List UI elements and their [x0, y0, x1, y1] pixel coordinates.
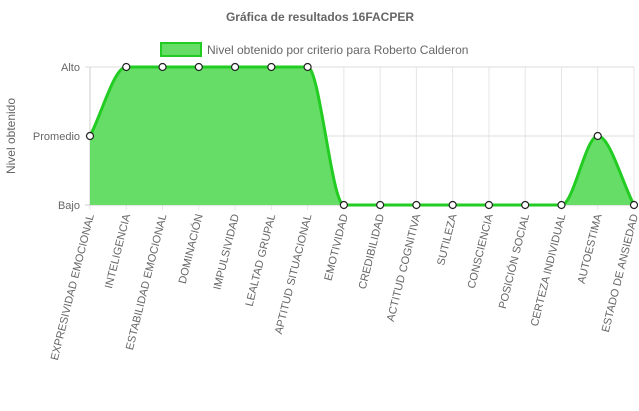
data-point[interactable]: [267, 62, 276, 72]
y-tick-label: Bajo: [58, 200, 80, 212]
data-points: [85, 62, 639, 210]
x-tick-label: CERTEZA INDIVIDUAL: [529, 213, 569, 328]
x-tick-label: IMPULSIVIDAD: [212, 213, 242, 291]
data-point[interactable]: [158, 62, 167, 72]
data-point[interactable]: [593, 131, 602, 141]
data-point[interactable]: [122, 62, 131, 72]
data-point[interactable]: [230, 62, 240, 72]
x-tick-label: CONSCIENCIA: [466, 212, 496, 290]
data-point[interactable]: [484, 200, 494, 210]
x-tick-label: POSICIÓN SOCIAL: [496, 213, 532, 310]
x-tick-label: DOMINACIÓN: [176, 213, 206, 286]
x-tick-label: CREDIBILIDAD: [357, 213, 387, 291]
data-point[interactable]: [448, 200, 457, 210]
data-point[interactable]: [339, 200, 348, 210]
x-tick-label: LEALTAD GRUPAL: [244, 213, 279, 308]
data-point[interactable]: [629, 200, 639, 210]
data-point[interactable]: [194, 62, 203, 72]
x-tick-label: AUTOESTIMA: [576, 212, 605, 285]
series-area: [90, 67, 634, 205]
x-axis-ticks: EXPRESIVIDAD EMOCIONAL INTELIGENCIAESTABI…: [49, 212, 639, 361]
data-point[interactable]: [557, 200, 566, 210]
data-point[interactable]: [303, 62, 312, 72]
legend-swatch: [160, 42, 202, 57]
chart-title: Gráfica de resultados 16FACPER: [226, 10, 414, 24]
data-point[interactable]: [521, 200, 530, 210]
data-point[interactable]: [376, 200, 385, 210]
x-tick-label: SUTILEZA: [435, 212, 460, 267]
legend-label: Nivel obtenido por criterio para Roberto…: [207, 43, 468, 57]
y-tick-label: Promedio: [33, 131, 80, 143]
x-tick-label: EXPRESIVIDAD EMOCIONAL: [49, 213, 97, 362]
y-axis-label: Nivel obtenido: [4, 98, 18, 174]
x-tick-label: INTELIGENCIA: [103, 212, 133, 290]
x-tick-label: EMOTIVIDAD: [323, 213, 351, 282]
x-tick-label: ESTABILIDAD EMOCIONAL: [124, 213, 169, 352]
x-tick-label: ESTADO DE ANSIEDAD: [600, 213, 639, 334]
y-axis-ticks: Bajo Promedio Alto: [33, 62, 80, 212]
legend[interactable]: Nivel obtenido por criterio para Roberto…: [160, 42, 468, 57]
series-line: [88, 65, 636, 207]
x-tick-label: ACTITUD COGNITIVA: [385, 212, 424, 323]
data-point[interactable]: [412, 200, 421, 210]
x-tick-label: APTITUD SITUACIONAL: [273, 213, 315, 336]
y-tick-label: Alto: [61, 62, 80, 74]
data-point[interactable]: [85, 131, 95, 141]
